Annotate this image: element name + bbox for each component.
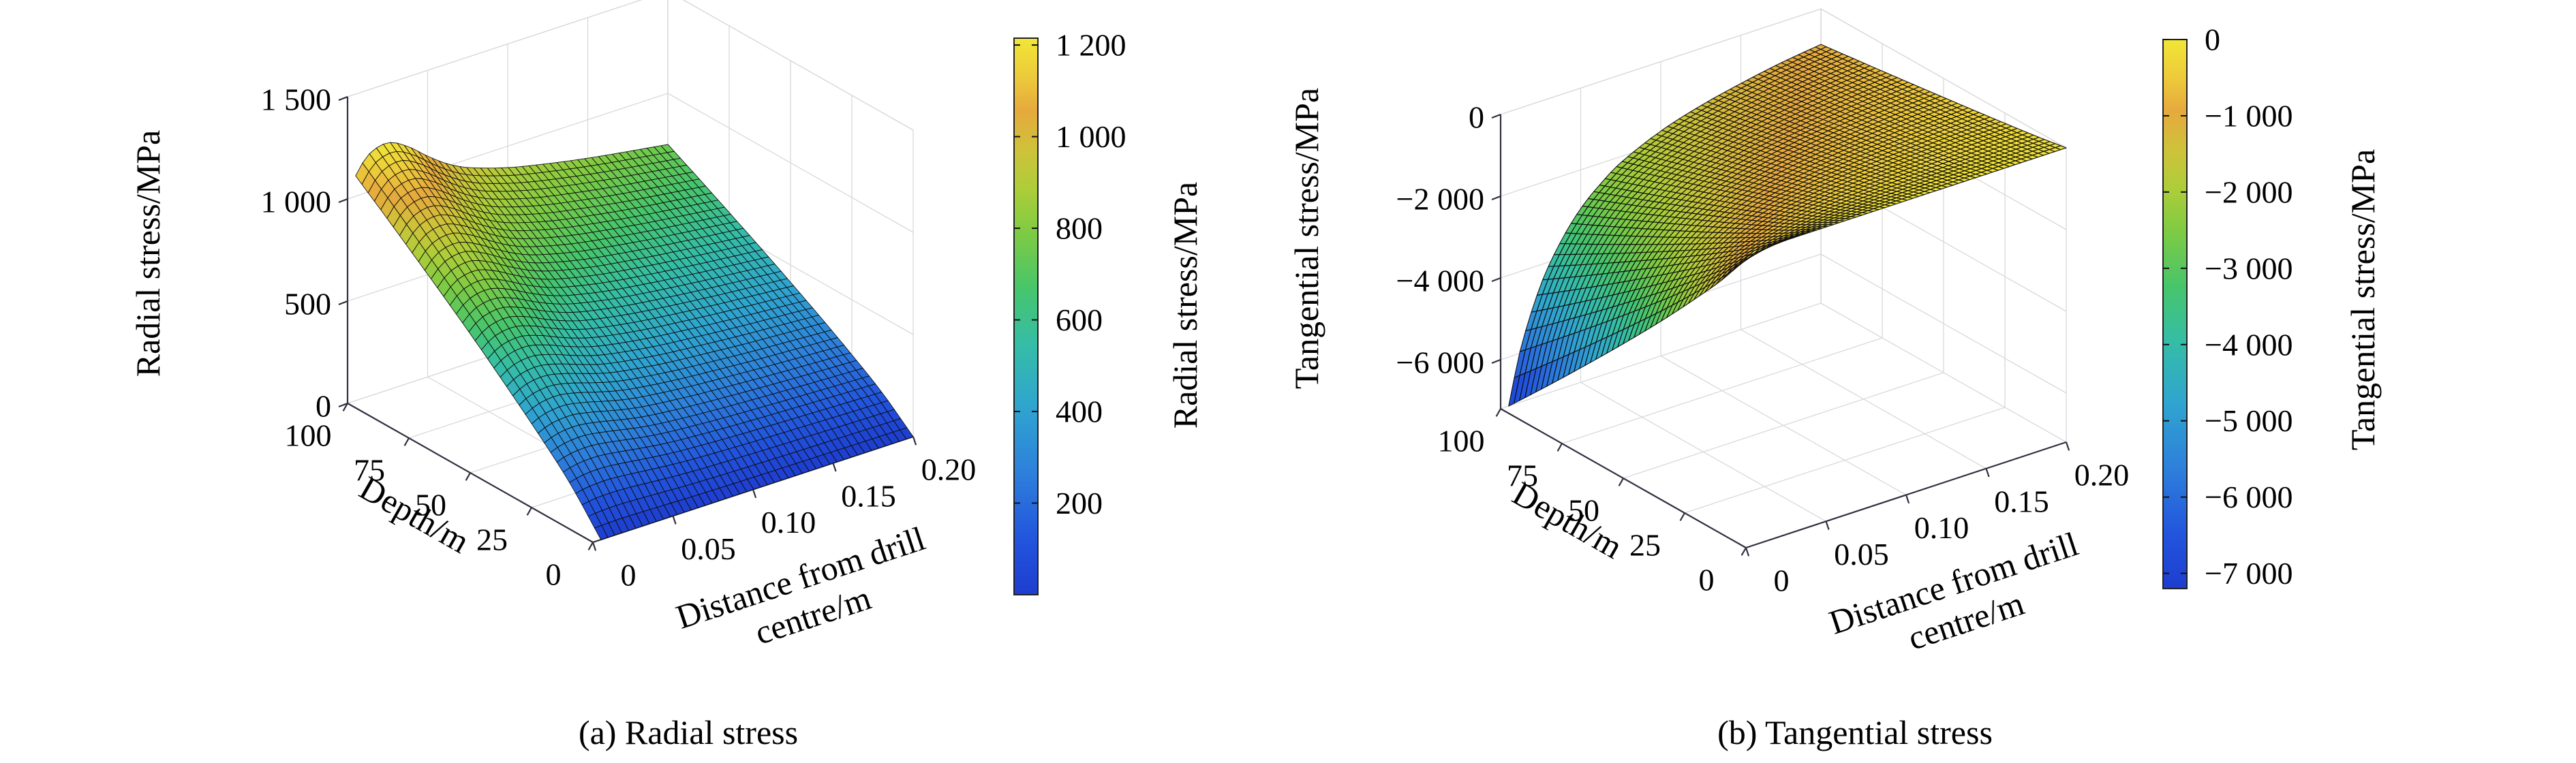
tick-labels: 100 75 50 25 0 0 0.05 0.10 0.15 0.20 0 500 1 000 1 50…: [261, 82, 977, 593]
distance-tick-label: 0: [1774, 563, 1790, 598]
colorbar-tick-label: 600: [1056, 302, 1103, 337]
colorbar-tick-label: 400: [1056, 394, 1103, 429]
depth-tick-label: 0: [546, 557, 562, 592]
z-tick-label: 0: [316, 389, 331, 424]
colorbar-tick-label: −2 000: [2205, 174, 2293, 209]
distance-tick-label: 0.05: [1834, 537, 1889, 572]
colorbar-tick-label: −4 000: [2205, 327, 2293, 362]
depth-tick-label: 25: [476, 523, 508, 557]
colorbar-tick-label: −5 000: [2205, 403, 2293, 438]
colorbar-tick-label: −1 000: [2205, 98, 2293, 133]
depth-axis-label: Depth/m: [353, 469, 476, 561]
z-tick-label: 1 000: [261, 185, 332, 219]
depth-tick-label: 25: [1629, 528, 1661, 563]
surface-mesh: [355, 142, 914, 540]
colorbar-label: Tangential stress/MPa: [2344, 149, 2382, 450]
depth-tick-label: 100: [1438, 424, 1485, 458]
colorbar: 0 −1 000 −2 000 −3 000 −4 000 −5 000 −6 000 −7 …: [2162, 22, 2382, 591]
colorbar: 200 400 600 800 1 000 1 200 Radial stress/MPa: [1013, 28, 1204, 595]
tangential-stress-plot: 100 75 50 25 0 0 0.05 0.10 0.15 0.20 0 −2 000 −4 000…: [1287, 8, 2382, 657]
tick-labels: 100 75 50 25 0 0 0.05 0.10 0.15 0.20 0 −2 000 −4 000…: [1396, 100, 2130, 598]
distance-tick-label: 0.10: [1914, 510, 1969, 545]
distance-tick-label: 0.15: [841, 478, 896, 513]
colorbar-tick-label: 800: [1056, 211, 1103, 246]
colorbar-tick-label: 200: [1056, 486, 1103, 520]
distance-tick-label: 0.20: [921, 452, 977, 487]
depth-axis-label: Depth/m: [1506, 474, 1629, 566]
z-tick-label: −2 000: [1396, 182, 1484, 217]
z-axis-label: Radial stress/MPa: [129, 130, 167, 377]
depth-tick-label: 75: [354, 453, 385, 488]
colorbar-tick-label: 0: [2205, 22, 2220, 57]
z-tick-label: −4 000: [1396, 264, 1484, 298]
colorbar-tick-label: −7 000: [2205, 556, 2293, 591]
colorbar-label: Radial stress/MPa: [1166, 182, 1204, 429]
depth-tick-label: 50: [415, 488, 446, 523]
colorbar-tick-labels: 0 −1 000 −2 000 −3 000 −4 000 −5 000 −6 000 −7 …: [2205, 22, 2293, 591]
depth-tick-label: 100: [285, 418, 332, 453]
distance-tick-label: 0.05: [681, 531, 736, 566]
colorbar-tick-labels: 200 400 600 800 1 000 1 200: [1056, 28, 1126, 520]
colorbar-tick-label: −6 000: [2205, 480, 2293, 514]
z-tick-label: −6 000: [1396, 345, 1484, 380]
depth-tick-label: 0: [1699, 563, 1715, 597]
z-tick-label: 0: [1469, 100, 1484, 135]
colorbar-tick-label: 1 000: [1056, 119, 1126, 154]
depth-tick-label: 75: [1507, 458, 1538, 493]
distance-tick-label: 0.10: [761, 505, 816, 540]
colorbar-tick-label: −3 000: [2205, 251, 2293, 285]
colorbar-tick-label: 1 200: [1056, 28, 1126, 63]
axis-lines: [1491, 113, 2070, 557]
z-tick-label: 1 500: [261, 82, 332, 117]
z-tick-label: 500: [284, 287, 331, 322]
distance-tick-label: 0.20: [2074, 458, 2130, 493]
surface-mesh: [1508, 44, 2067, 407]
radial-stress-plot: 100 75 50 25 0 0 0.05 0.10 0.15 0.20 0 500 1 000 1 50…: [129, 0, 1204, 652]
distance-tick-label: 0: [621, 558, 637, 593]
z-axis-label: Tangential stress/MPa: [1287, 88, 1325, 389]
depth-tick-label: 50: [1568, 493, 1599, 528]
caption-tangential-stress: (b) Tangential stress: [1717, 713, 1993, 751]
caption-radial-stress: (a) Radial stress: [578, 713, 799, 751]
distance-tick-label: 0.15: [1994, 484, 2049, 518]
